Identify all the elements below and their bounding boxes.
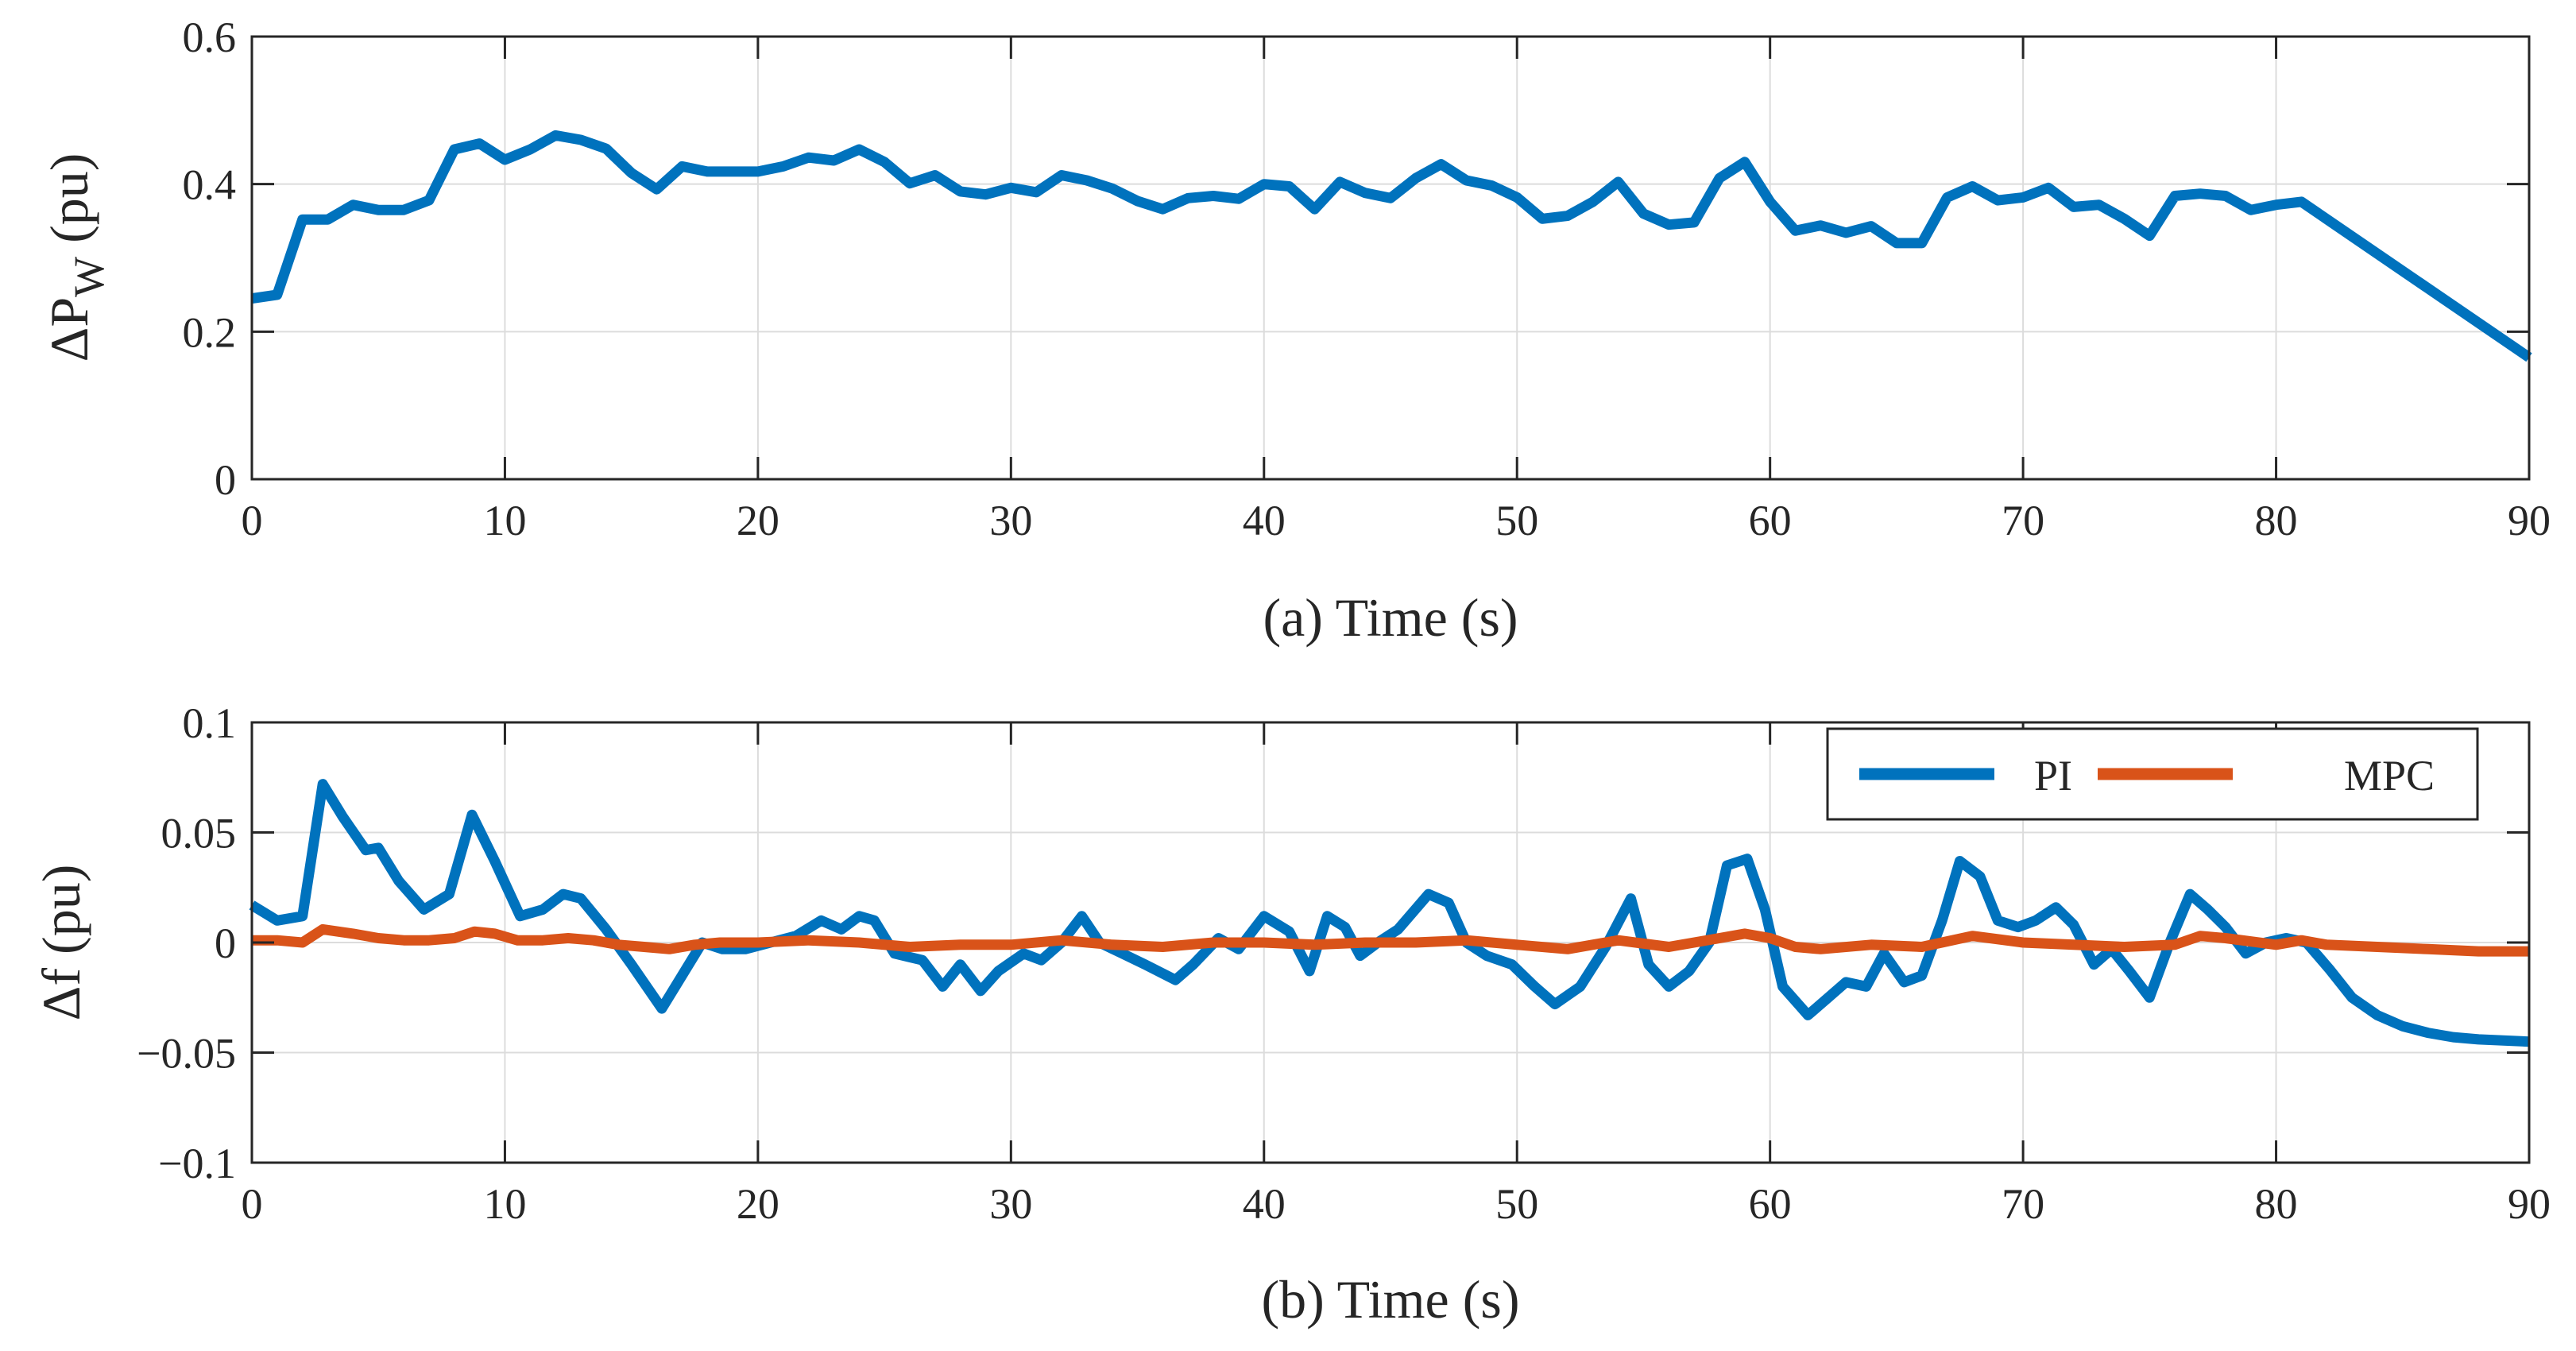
x-tick-label: 70 bbox=[2002, 497, 2044, 544]
y-tick-label: −0.05 bbox=[137, 1030, 236, 1078]
panel-b-x-tick-labels: 0 10 20 30 40 50 60 70 80 90 bbox=[242, 1180, 2551, 1228]
x-tick-label: 20 bbox=[737, 1180, 779, 1228]
series-line-mpc bbox=[252, 923, 2529, 957]
panel-a-chart: 0 10 20 30 40 50 60 70 80 90 0 0.2 0.4 0.6 (a) Time … bbox=[39, 14, 2551, 648]
series-line-pw bbox=[251, 130, 2532, 362]
y-tick-label: 0.1 bbox=[183, 699, 237, 747]
y-tick-label: 0 bbox=[215, 919, 236, 967]
panel-a-y-tick-labels: 0 0.2 0.4 0.6 bbox=[183, 14, 237, 504]
y-tick-label: 0.2 bbox=[183, 308, 237, 356]
x-tick-label: 50 bbox=[1495, 1180, 1538, 1228]
panel-b-legend: PI MPC bbox=[1826, 727, 2479, 821]
x-tick-label: 20 bbox=[737, 497, 779, 544]
x-tick-label: 70 bbox=[2002, 1180, 2044, 1228]
x-tick-label: 90 bbox=[2508, 1180, 2551, 1228]
x-tick-label: 0 bbox=[242, 497, 263, 544]
y-tick-label: 0.4 bbox=[183, 161, 237, 209]
y-tick-label: −0.1 bbox=[158, 1140, 236, 1187]
x-tick-label: 60 bbox=[1749, 1180, 1792, 1228]
panel-a-x-axis-label: (a) Time (s) bbox=[1263, 587, 1518, 648]
panel-b-y-tick-labels: −0.1 −0.05 0 0.05 0.1 bbox=[137, 699, 236, 1187]
legend-label-pi: PI bbox=[2034, 752, 2072, 799]
x-tick-label: 90 bbox=[2508, 497, 2551, 544]
x-tick-label: 30 bbox=[989, 1180, 1032, 1228]
x-tick-label: 30 bbox=[989, 497, 1032, 544]
x-tick-label: 0 bbox=[242, 1180, 263, 1228]
x-tick-label: 60 bbox=[1749, 497, 1792, 544]
panel-b-chart: 0 10 20 30 40 50 60 70 80 90 −0.1 −0.05 0 0.05 0.1 (b… bbox=[31, 699, 2551, 1330]
series-line-pi bbox=[249, 779, 2530, 1047]
legend-label-mpc: MPC bbox=[2344, 752, 2435, 799]
panel-a-ticks bbox=[250, 35, 2531, 481]
panel-b-x-axis-label: (b) Time (s) bbox=[1262, 1269, 1520, 1330]
x-tick-label: 40 bbox=[1243, 1180, 1286, 1228]
y-tick-label: 0.6 bbox=[183, 14, 237, 61]
x-tick-label: 10 bbox=[483, 1180, 526, 1228]
panel-a-axes-box bbox=[250, 35, 2531, 481]
y-tick-label: 0.05 bbox=[161, 810, 237, 857]
panel-a-grid bbox=[252, 37, 2529, 479]
x-tick-label: 10 bbox=[483, 497, 526, 544]
panel-b-y-axis-label: Δf (pu) bbox=[31, 865, 91, 1021]
panel-a-y-axis-label: ΔPW (pu) bbox=[39, 153, 113, 362]
panel-b-ticks bbox=[250, 721, 2531, 1164]
panel-a-x-tick-labels: 0 10 20 30 40 50 60 70 80 90 bbox=[242, 497, 2551, 544]
x-tick-label: 40 bbox=[1243, 497, 1286, 544]
y-tick-label: 0 bbox=[215, 456, 236, 504]
panel-b-series bbox=[249, 779, 2530, 1047]
panel-a-plot-area bbox=[252, 37, 2529, 479]
x-tick-label: 80 bbox=[2255, 1180, 2298, 1228]
x-tick-label: 80 bbox=[2255, 497, 2298, 544]
x-tick-label: 50 bbox=[1495, 497, 1538, 544]
panel-a-series bbox=[251, 130, 2532, 362]
